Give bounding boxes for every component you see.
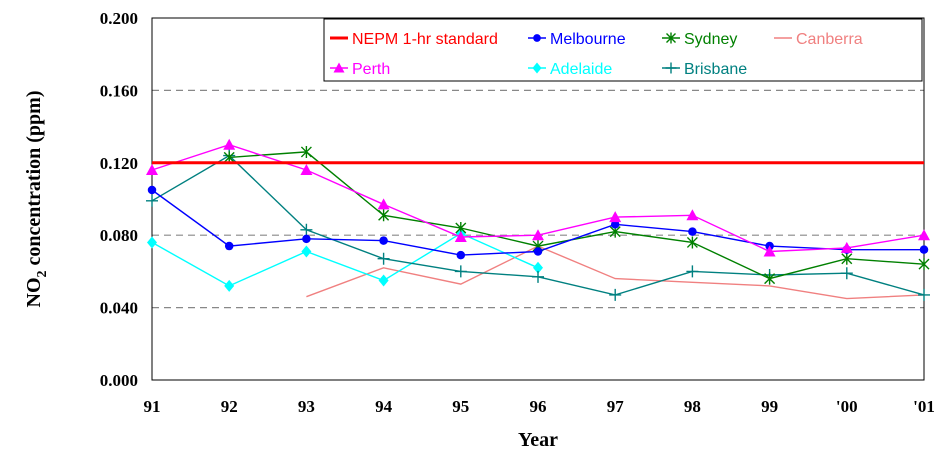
data-point <box>764 272 776 285</box>
data-point <box>532 229 544 241</box>
legend-label: Brisbane <box>684 61 747 78</box>
series-line <box>229 151 925 280</box>
data-point <box>840 267 853 280</box>
data-point <box>666 32 676 44</box>
y-axis-ticks: 0.000 0.040 0.080 0.120 0.160 0.200 <box>100 9 138 390</box>
legend-label: Melbourne <box>550 31 626 48</box>
data-point <box>533 247 543 256</box>
legend-item: Melbourne <box>528 31 626 48</box>
x-tick-label: '00 <box>836 397 858 416</box>
y-tick-label: 0.160 <box>100 81 138 100</box>
x-tick-label: 95 <box>452 397 469 416</box>
data-point <box>300 223 313 236</box>
y-axis-title-subscript: 2 <box>35 270 50 277</box>
data-point <box>686 265 699 278</box>
series-layer <box>146 138 930 301</box>
legend-box <box>323 18 923 82</box>
legend-item: Sydney <box>662 31 737 48</box>
data-point <box>763 245 776 257</box>
data-point <box>146 164 158 176</box>
data-point <box>146 194 158 207</box>
y-tick-label: 0.000 <box>100 371 138 390</box>
data-point <box>333 62 345 73</box>
legend-item: Perth <box>330 61 390 78</box>
legend-label: Adelaide <box>550 61 612 78</box>
series-brisbane <box>146 149 930 301</box>
legend-item: Adelaide <box>528 61 612 78</box>
legend-item: Brisbane <box>662 61 747 78</box>
data-point <box>379 236 388 245</box>
data-point <box>301 245 312 258</box>
x-tick-label: 91 <box>144 397 161 416</box>
data-point <box>456 250 466 260</box>
x-tick-label: 94 <box>375 397 393 416</box>
x-tick-label: 98 <box>684 397 701 416</box>
y-axis-title-main: NO <box>23 277 45 307</box>
legend-label: Perth <box>352 61 390 78</box>
x-tick-label: 97 <box>607 397 625 416</box>
data-point <box>532 62 542 74</box>
data-point <box>147 185 157 195</box>
data-point <box>841 252 853 265</box>
series-canberra <box>306 245 925 300</box>
series-line <box>151 232 539 287</box>
data-point <box>686 236 698 249</box>
data-point <box>302 234 311 244</box>
legend-item: NEPM 1-hr standard <box>330 31 498 48</box>
series-line <box>306 245 925 300</box>
data-point <box>610 220 620 229</box>
data-point <box>300 145 312 158</box>
data-point <box>454 231 467 243</box>
y-tick-label: 0.080 <box>100 226 138 245</box>
series-melbourne <box>147 185 929 260</box>
legend-label: NEPM 1-hr standard <box>352 31 498 48</box>
data-point <box>223 138 236 150</box>
data-point <box>918 229 930 241</box>
data-point <box>609 288 622 301</box>
legend-label: Sydney <box>684 31 737 48</box>
data-point <box>378 274 389 287</box>
data-point <box>840 241 853 253</box>
data-point <box>686 209 699 221</box>
y-axis-title: NO2 concentration (ppm) <box>23 91 50 308</box>
legend-item: Canberra <box>774 31 863 48</box>
series-perth <box>146 138 930 257</box>
x-tick-label: 93 <box>298 397 315 416</box>
x-tick-label: 96 <box>530 397 547 416</box>
data-point <box>533 261 543 274</box>
data-point <box>378 209 390 222</box>
data-point <box>532 270 544 283</box>
x-tick-label: '01 <box>913 397 935 416</box>
data-point <box>377 252 390 265</box>
data-point <box>918 258 930 271</box>
data-point <box>454 265 467 278</box>
legend: NEPM 1-hr standard Melbourne Sydney Canberr… <box>323 18 923 82</box>
data-point <box>918 288 930 301</box>
x-axis-title: Year <box>518 429 558 451</box>
data-point <box>224 241 234 251</box>
y-axis-title-rest: concentration (ppm) <box>23 91 45 271</box>
data-point <box>147 236 157 249</box>
x-axis-ticks: 91 92 93 94 95 96 97 98 99 '00 '01 <box>144 397 935 416</box>
legend-label: Canberra <box>796 31 863 48</box>
x-tick-label: 99 <box>761 397 778 416</box>
y-tick-label: 0.040 <box>100 299 138 318</box>
series-sydney <box>223 145 930 285</box>
data-point <box>609 211 622 223</box>
y-tick-label: 0.120 <box>100 154 138 173</box>
x-tick-label: 92 <box>221 397 238 416</box>
data-point <box>665 62 677 74</box>
y-tick-label: 0.200 <box>100 9 138 28</box>
data-point <box>919 245 929 254</box>
data-point <box>300 164 313 176</box>
data-point <box>224 279 235 292</box>
data-point <box>688 227 697 236</box>
data-point <box>533 34 541 42</box>
data-point <box>377 198 390 210</box>
